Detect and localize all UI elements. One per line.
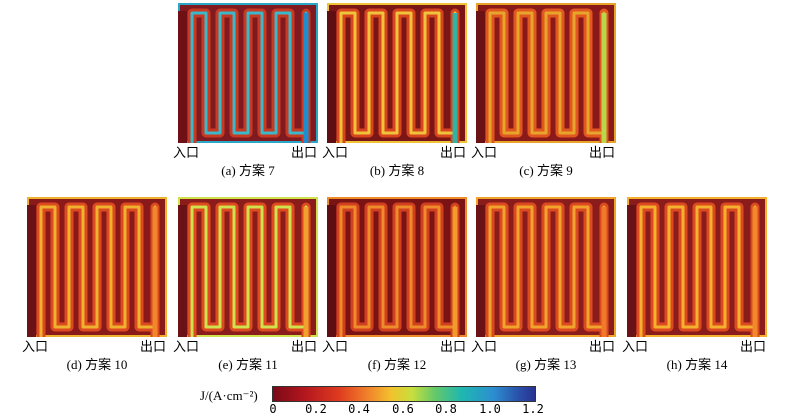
panel-a: 入口 出口 (a) 方案 7 — [173, 3, 318, 183]
inlet-region — [178, 11, 187, 143]
panel-d: 入口 出口 (d) 方案 10 — [22, 197, 167, 377]
current-density-map — [327, 3, 467, 143]
outlet-label: 出口 — [291, 145, 318, 160]
outlet-label: 出口 — [589, 339, 616, 354]
outlet-label: 出口 — [140, 339, 167, 354]
colorbar-gradient — [272, 386, 536, 402]
current-density-map — [627, 197, 767, 337]
current-density-map — [476, 197, 616, 337]
inlet-label: 入口 — [471, 339, 498, 354]
panel-e: 入口 出口 (e) 方案 11 — [173, 197, 318, 377]
current-density-map — [178, 197, 318, 337]
panel-c: 入口 出口 (c) 方案 9 — [471, 3, 616, 183]
panel-caption: (b) 方案 8 — [369, 163, 425, 178]
panel-caption: (h) 方案 14 — [666, 357, 728, 372]
panel-h: 入口 出口 (h) 方案 14 — [622, 197, 767, 377]
inlet-region — [327, 11, 336, 143]
colorbar-title: J/(A·cm⁻²) — [200, 388, 258, 403]
colorbar-tick: 1.2 — [522, 402, 544, 416]
inlet-region — [27, 205, 36, 337]
colorbar-tick: 0.2 — [305, 402, 327, 416]
flow-channel — [639, 205, 757, 337]
outlet-label: 出口 — [291, 339, 318, 354]
colorbar-tick: 0.6 — [392, 402, 414, 416]
panel-caption: (g) 方案 13 — [515, 357, 577, 372]
flow-channel — [39, 205, 157, 337]
outlet-label: 出口 — [440, 339, 467, 354]
outlet-label: 出口 — [589, 145, 616, 160]
inlet-region — [476, 11, 485, 143]
inlet-label: 入口 — [322, 339, 349, 354]
inlet-region — [178, 205, 187, 337]
panel-b: 入口 出口 (b) 方案 8 — [322, 3, 467, 183]
colorbar-tick: 0.4 — [348, 402, 370, 416]
outlet-label: 出口 — [440, 145, 467, 160]
flow-channel — [339, 11, 457, 143]
current-density-map — [327, 197, 467, 337]
inlet-label: 入口 — [173, 339, 200, 354]
inlet-label: 入口 — [471, 145, 498, 160]
colorbar-tick: 1.0 — [479, 402, 501, 416]
inlet-label: 入口 — [322, 145, 349, 160]
flow-channel — [488, 205, 606, 337]
panel-f: 入口 出口 (f) 方案 12 — [322, 197, 467, 377]
flow-channel — [190, 11, 308, 143]
panel-caption: (a) 方案 7 — [221, 163, 275, 178]
colorbar-tick: 0.8 — [435, 402, 457, 416]
inlet-label: 入口 — [173, 145, 200, 160]
flow-channel — [488, 11, 606, 143]
inlet-region — [476, 205, 485, 337]
panel-g: 入口 出口 (g) 方案 13 — [471, 197, 616, 377]
panel-caption: (e) 方案 11 — [218, 357, 278, 372]
flow-channel — [339, 205, 457, 337]
current-density-map — [27, 197, 167, 337]
panel-caption: (d) 方案 10 — [66, 357, 128, 372]
inlet-label: 入口 — [22, 339, 49, 354]
inlet-region — [327, 205, 336, 337]
flow-channel — [190, 205, 308, 337]
inlet-label: 入口 — [622, 339, 649, 354]
panel-caption: (c) 方案 9 — [519, 163, 573, 178]
current-density-map — [476, 3, 616, 143]
current-density-map — [178, 3, 318, 143]
inlet-region — [627, 205, 636, 337]
colorbar-tick: 0 — [269, 402, 277, 416]
panel-caption: (f) 方案 12 — [367, 357, 427, 372]
outlet-label: 出口 — [740, 339, 767, 354]
